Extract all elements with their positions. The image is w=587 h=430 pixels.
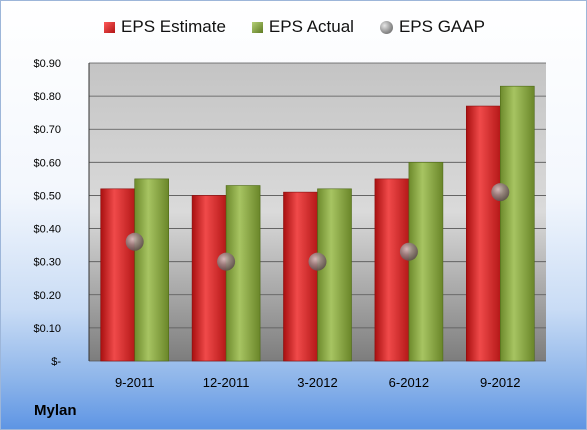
y-tick-label: $0.70 (33, 124, 61, 136)
legend-label-eps-estimate: EPS Estimate (121, 17, 226, 36)
bar-eps-estimate (374, 178, 410, 362)
y-tick-label: $0.10 (33, 323, 61, 335)
y-tick-label: $0.60 (33, 157, 61, 169)
bar-eps-estimate (465, 105, 501, 362)
bar-eps-actual (499, 85, 535, 362)
marker-eps-gaap (308, 252, 327, 271)
legend-item-eps-gaap: EPS GAAP (379, 17, 485, 37)
legend-item-eps-actual: EPS Actual (251, 17, 354, 37)
legend-swatch-eps-estimate (104, 21, 116, 33)
marker-eps-gaap (399, 242, 418, 261)
y-tick-label: $0.50 (33, 190, 61, 202)
company-name: Mylan (34, 402, 77, 419)
bar-eps-actual (317, 188, 352, 362)
bar-eps-estimate (191, 195, 227, 362)
y-tick-label: $0.40 (33, 224, 61, 236)
marker-eps-gaap (125, 232, 144, 251)
y-tick-label: $- (51, 356, 61, 368)
x-category-label: 9-2011 (115, 375, 155, 390)
y-tick-label: $0.80 (33, 91, 61, 103)
x-category-label: 9-2012 (480, 375, 520, 390)
marker-eps-gaap (491, 183, 510, 202)
y-tick-label: $0.20 (33, 290, 61, 302)
legend: EPS Estimate EPS Actual EPS GAAP (1, 17, 586, 37)
x-category-label: 12-2011 (203, 375, 250, 390)
y-tick-label: $0.90 (33, 58, 61, 70)
bar-eps-actual (408, 162, 444, 362)
legend-swatch-eps-gaap (379, 20, 393, 34)
bar-eps-actual (225, 185, 261, 362)
marker-eps-gaap (217, 252, 236, 271)
legend-label-eps-gaap: EPS GAAP (398, 17, 485, 36)
y-tick-label: $0.30 (33, 257, 61, 269)
x-category-label: 6-2012 (389, 375, 429, 390)
legend-swatch-eps-actual (251, 21, 263, 33)
bar-eps-actual (134, 178, 169, 362)
bar-eps-estimate (283, 191, 318, 362)
legend-label-eps-actual: EPS Actual (268, 17, 354, 36)
bar-eps-estimate (100, 188, 135, 362)
legend-item-eps-estimate: EPS Estimate (104, 17, 226, 37)
x-category-label: 3-2012 (297, 375, 337, 390)
